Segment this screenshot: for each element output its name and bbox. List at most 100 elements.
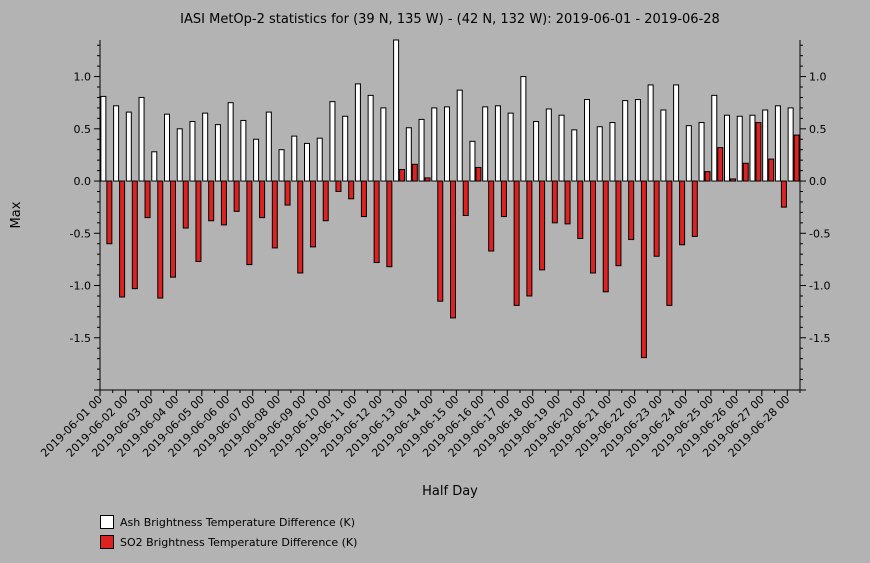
ash-bar — [736, 115, 743, 182]
ash-bar — [100, 95, 107, 182]
ash-bar — [685, 125, 692, 182]
so2-bar — [386, 180, 393, 268]
ash-bar — [673, 84, 680, 182]
so2-bar — [628, 180, 635, 241]
legend: Ash Brightness Temperature Difference (K… — [100, 512, 357, 552]
ash-bar — [494, 105, 501, 182]
so2-bar — [780, 180, 787, 208]
so2-bar — [348, 180, 355, 200]
so2-bar — [742, 162, 749, 182]
so2-bar — [208, 180, 215, 222]
ash-bar — [724, 114, 730, 182]
legend-item-so2: SO2 Brightness Temperature Difference (K… — [100, 532, 357, 552]
so2-bar — [564, 180, 571, 225]
y-tick-label-right: 0.5 — [809, 123, 827, 136]
ash-bar — [354, 83, 361, 182]
ash-bar — [711, 94, 718, 182]
legend-item-ash: Ash Brightness Temperature Difference (K… — [100, 512, 357, 532]
so2-bar — [284, 180, 291, 206]
ash-bar — [164, 113, 170, 182]
ash-bar — [456, 89, 463, 182]
so2-bar — [768, 158, 775, 182]
y-tick-label-left: -1.5 — [70, 332, 91, 345]
ash-bar — [291, 135, 298, 182]
so2-bar — [157, 180, 164, 299]
ash-bar — [774, 105, 781, 182]
ash-bar — [329, 101, 336, 182]
so2-bar — [259, 180, 266, 219]
ash-bar — [596, 126, 603, 182]
so2-bar — [119, 180, 126, 298]
ash-bar — [342, 115, 349, 182]
ash-bar — [176, 128, 183, 182]
y-tick-label-left: -1.0 — [70, 280, 91, 293]
y-tick-label-right: 0.0 — [809, 175, 827, 188]
ash-bar — [316, 137, 323, 182]
y-tick-label-left: 0.0 — [74, 175, 92, 188]
ash-bar — [367, 94, 374, 182]
so2-bar — [513, 180, 520, 306]
ash-bar — [647, 84, 654, 182]
so2-bar — [717, 147, 724, 182]
ash-bar — [405, 127, 412, 182]
so2-bar — [653, 180, 660, 257]
ash-bar — [151, 151, 158, 182]
so2-bar — [424, 177, 431, 182]
so2-bar — [488, 180, 495, 252]
so2-bar — [551, 180, 558, 224]
so2-bar — [577, 180, 584, 239]
bars-group — [100, 39, 800, 359]
so2-bar — [730, 178, 736, 182]
ash-bar — [240, 119, 247, 182]
y-tick-label-left: 0.5 — [74, 123, 92, 136]
y-tick-label-right: 1.0 — [809, 71, 827, 84]
so2-bar — [310, 180, 316, 248]
so2-bar — [666, 180, 673, 306]
so2-bar — [220, 180, 227, 226]
so2-bar — [170, 180, 176, 278]
so2-bar — [755, 122, 762, 182]
so2-bar — [615, 180, 622, 267]
ash-bar — [113, 105, 120, 182]
ash-bar — [787, 107, 794, 182]
chart-title: IASI MetOp-2 statistics for (39 N, 135 W… — [180, 12, 720, 27]
ash-bar — [265, 111, 272, 182]
x-axis-label: Half Day — [422, 484, 478, 499]
y-tick-label-left: 1.0 — [74, 71, 92, 84]
ash-bar — [214, 124, 221, 182]
so2-bar — [233, 180, 240, 212]
legend-swatch-ash — [100, 515, 114, 529]
so2-bar — [411, 163, 418, 182]
ash-bar — [520, 76, 527, 182]
so2-bar — [437, 180, 444, 302]
so2-bar — [704, 171, 711, 182]
so2-bar — [462, 180, 469, 217]
ash-bar — [304, 142, 310, 182]
so2-bar — [182, 180, 189, 229]
ash-bar — [571, 129, 578, 182]
so2-bar — [691, 180, 698, 237]
so2-bar — [450, 180, 456, 319]
ash-bar — [189, 120, 196, 182]
so2-bar — [131, 180, 138, 290]
so2-bar — [539, 180, 546, 271]
ash-bar — [698, 122, 705, 182]
ash-bar — [278, 149, 285, 182]
ash-bar — [749, 114, 756, 182]
so2-bar — [322, 180, 329, 222]
axes-group: -1.5 -1.5 -1.0 -1.0 -0.5 -0.5 0.0 0.0 0.5 0.5 1.0 1… — [38, 40, 830, 460]
so2-bar — [640, 180, 647, 359]
y-tick-label-left: -0.5 — [70, 227, 91, 240]
so2-bar — [195, 180, 202, 262]
ash-bar — [202, 112, 209, 182]
so2-bar — [500, 180, 507, 218]
legend-label-ash: Ash Brightness Temperature Difference (K… — [120, 515, 355, 529]
ash-bar — [660, 109, 667, 182]
y-tick-label-right: -1.5 — [809, 332, 830, 345]
ash-bar — [622, 100, 629, 182]
ash-bar — [609, 122, 616, 182]
so2-bar — [106, 180, 113, 245]
ash-bar — [533, 120, 540, 182]
